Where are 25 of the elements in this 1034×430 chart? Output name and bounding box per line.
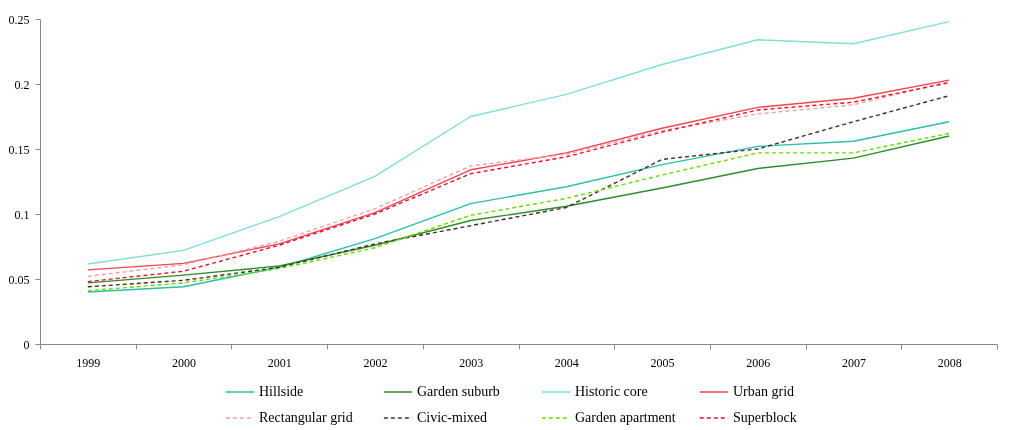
legend-label: Civic-mixed	[417, 410, 487, 425]
line-series	[87, 20, 950, 265]
x-tick-label: 1999	[76, 355, 101, 370]
y-tick-label: 0.1	[14, 207, 30, 222]
legend-label: Hillside	[259, 384, 304, 399]
x-tick-label: 2003	[459, 355, 484, 370]
x-tick-label: 2005	[650, 355, 675, 370]
y-tick-label: 0.2	[14, 77, 30, 92]
y-tick-label: 0.25	[8, 12, 30, 27]
x-tick-label: 2006	[746, 355, 771, 370]
x-tick-label: 2000	[172, 355, 197, 370]
x-tick-label: 2008	[937, 355, 962, 370]
y-tick-label: 0.15	[8, 142, 30, 157]
x-tick-label: 2002	[363, 355, 388, 370]
legend-label: Garden suburb	[417, 384, 500, 399]
x-tick-label: 2001	[267, 355, 292, 370]
legend-label: Urban grid	[733, 384, 795, 399]
legend-label: Superblock	[733, 410, 797, 425]
y-tick-label: 0.05	[8, 272, 30, 287]
x-tick-label: 2004	[554, 355, 579, 370]
legend-label: Historic core	[575, 384, 648, 399]
x-tick-label: 2007	[841, 355, 866, 370]
legend-label: Garden apartment	[575, 410, 676, 425]
y-tick-label: 0	[23, 337, 30, 352]
legend-label: Rectangular grid	[259, 410, 353, 425]
